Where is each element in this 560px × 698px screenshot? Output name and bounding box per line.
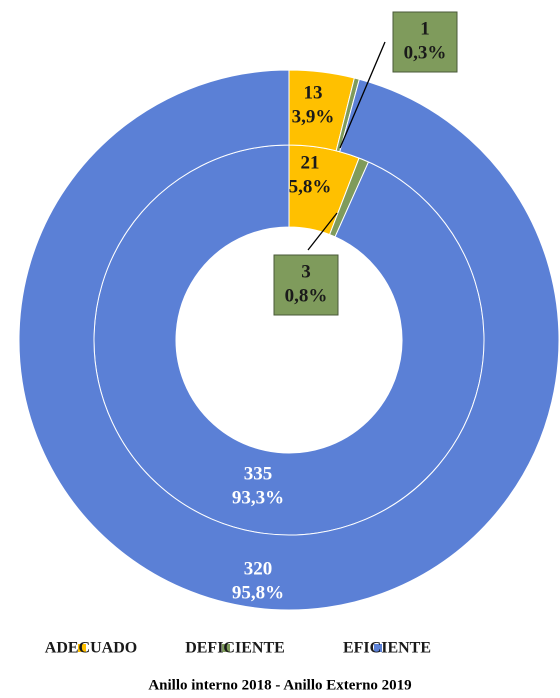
data-label: 93,3% [232,487,284,508]
legend-label: DEFICIENTE [185,640,285,657]
data-label: 0,8% [285,285,328,306]
callout-box [392,11,458,73]
data-label: 95,8% [232,582,284,603]
legend-swatch [222,644,230,652]
data-label: 1 [420,18,430,39]
legend-label: ADECUADO [45,640,137,657]
data-label: 3,9% [292,106,335,127]
data-label: 320 [244,558,273,579]
donut-slice [93,144,485,536]
legend-swatch [78,644,86,652]
data-label: 21 [301,152,320,173]
data-label: 3 [301,261,311,282]
data-label: 0,3% [404,42,447,63]
callout-box [273,254,339,316]
leader-line [339,41,386,149]
chart-title: Anillo interno 2018 - Anillo Externo 201… [148,677,411,693]
leader-line [307,212,338,251]
legend-label: EFICIENTE [343,640,431,657]
legend-swatch [374,644,382,652]
donut-slice [18,69,560,611]
data-label: 5,8% [289,176,332,197]
data-label: 13 [304,82,323,103]
data-label: 335 [244,463,273,484]
